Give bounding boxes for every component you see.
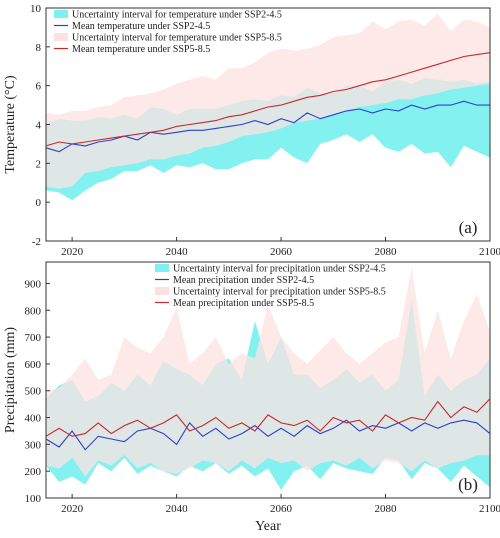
- precipitation-mean-line-1: [45, 419, 491, 451]
- temperature-legend: Uncertainty interval for temperature und…: [54, 10, 282, 55]
- y-tick-label: 10: [30, 3, 42, 15]
- x-tick-label: 2020: [61, 246, 84, 258]
- legend-label: Mean temperature under SSP5-8.5: [72, 44, 210, 55]
- legend-label: Uncertainty interval for temperature und…: [72, 33, 282, 44]
- temperature-y-axis-label: Temperature (°C): [3, 75, 18, 174]
- precipitation-plot-area: [45, 267, 491, 490]
- x-tick-label: 2080: [375, 503, 398, 515]
- precipitation-y-axis-label: Precipitation (mm): [3, 327, 18, 433]
- y-tick-label: 900: [25, 278, 42, 290]
- precipitation-x-ticks: 2020 2040 2060 2080 2100: [61, 494, 500, 515]
- temperature-mean-line-3: [45, 52, 491, 147]
- y-tick-label: 100: [25, 493, 42, 505]
- x-tick-label: 2040: [166, 503, 189, 515]
- x-tick-label: 2060: [270, 503, 293, 515]
- legend-label: Uncertainty interval for precipitation u…: [173, 264, 386, 275]
- legend-label: Uncertainty interval for temperature und…: [72, 10, 282, 21]
- y-tick-label: 0: [36, 197, 42, 209]
- legend-swatch: [54, 33, 68, 41]
- x-tick-label: 2040: [166, 246, 189, 258]
- x-tick-label: 2060: [270, 246, 293, 258]
- y-tick-label: 600: [25, 359, 42, 371]
- temperature-panel-label: (a): [459, 218, 478, 237]
- y-tick-label: 8: [36, 42, 42, 54]
- y-tick-label: 700: [25, 332, 42, 344]
- precipitation-y-ticks: 100 200 300 400 500 600 700 800 900: [25, 278, 50, 505]
- temperature-x-ticks: 2020 2040 2060 2080 2100: [61, 237, 500, 258]
- legend-label: Mean precipitation under SSP5-8.5: [173, 298, 314, 309]
- precipitation-band-2: [46, 267, 490, 477]
- x-tick-label: 2100: [479, 503, 500, 515]
- precipitation-legend: Uncertainty interval for precipitation u…: [155, 264, 386, 309]
- x-tick-label: 2020: [61, 503, 84, 515]
- legend-swatch: [155, 264, 169, 272]
- temperature-plot-area: [45, 13, 491, 201]
- legend-swatch: [54, 10, 68, 18]
- y-tick-label: 800: [25, 305, 42, 317]
- y-tick-label: -2: [32, 236, 41, 248]
- y-tick-label: 4: [36, 120, 42, 132]
- x-tick-label: 2080: [375, 246, 398, 258]
- temperature-mean-line-1: [45, 100, 490, 153]
- precipitation-mean-line-3: [45, 398, 491, 437]
- x-tick-label: 2100: [479, 246, 500, 258]
- y-tick-label: 6: [36, 81, 42, 93]
- y-tick-label: 400: [25, 413, 42, 425]
- y-tick-label: 500: [25, 386, 42, 398]
- temperature-y-ticks: -2 0 2 4 6 8 10: [30, 3, 50, 248]
- precipitation-panel-label: (b): [458, 475, 478, 494]
- y-tick-label: 200: [25, 466, 42, 478]
- precipitation-axes-frame: [45, 261, 491, 499]
- y-tick-label: 2: [36, 158, 42, 170]
- y-tick-label: 300: [25, 439, 42, 451]
- legend-label: Uncertainty interval for precipitation u…: [173, 287, 386, 298]
- x-axis-label: Year: [255, 519, 281, 534]
- legend-label: Mean temperature under SSP2-4.5: [72, 21, 210, 32]
- temperature-panel: -2 0 2 4 6 8 10 2020 2040 2060 2080 2100 Temperatu…: [3, 3, 500, 258]
- legend-label: Mean precipitation under SSP2-4.5: [173, 275, 314, 286]
- legend-swatch: [155, 287, 169, 295]
- precipitation-panel: 100 200 300 400 500 600 700 800 900 2020 2040 2060…: [3, 261, 500, 515]
- temperature-band-2: [46, 13, 490, 189]
